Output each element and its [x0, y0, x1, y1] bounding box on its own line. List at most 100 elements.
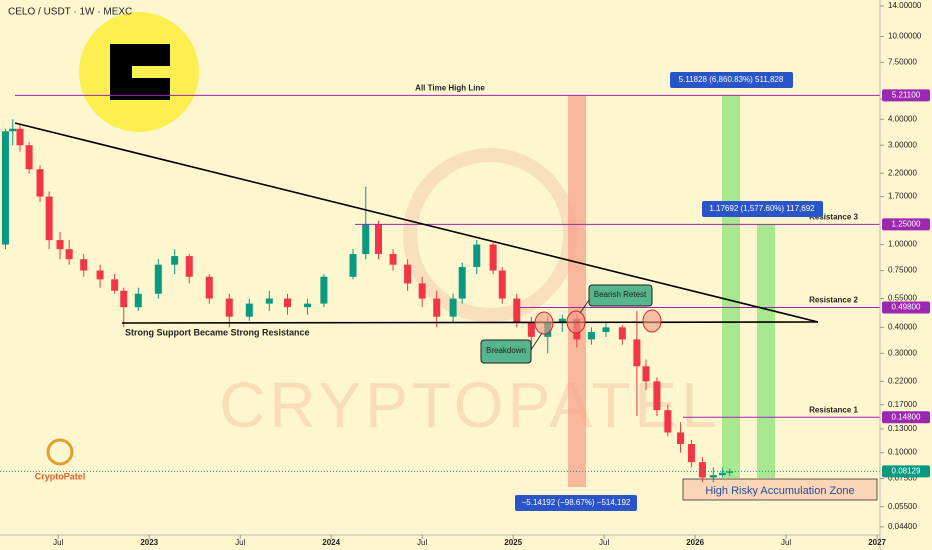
- y-tick-label: 1.70000: [888, 192, 917, 201]
- level-name: Resistance 3: [809, 212, 858, 221]
- support-label: Strong Support Became Strong Resistance: [125, 327, 310, 337]
- logo: [79, 12, 199, 132]
- candle-body: [602, 327, 610, 332]
- level-tag-label: 0.49800: [892, 303, 921, 312]
- y-tick-label: 4.00000: [888, 114, 917, 123]
- candle-body: [225, 298, 233, 317]
- y-tick-label: 0.30000: [888, 348, 917, 357]
- candle-body: [458, 266, 466, 299]
- y-tick-label: 7.50000: [888, 58, 917, 67]
- level-name: Resistance 2: [809, 296, 858, 305]
- trend-line: [14, 122, 819, 323]
- x-tick-label: Jul: [781, 538, 791, 547]
- x-tick-label: 2026: [686, 538, 704, 547]
- x-tick-label: 2027: [868, 538, 886, 547]
- callout-label: Bearish Retest: [594, 290, 647, 299]
- marker: [642, 309, 662, 333]
- candle-body: [65, 249, 73, 260]
- candle-body: [677, 432, 685, 445]
- candle-body: [284, 298, 292, 308]
- watermark: CRYPTOPATEL: [219, 369, 721, 441]
- y-tick-label: 1.00000: [888, 240, 917, 249]
- y-tick-label: 0.04400: [888, 522, 917, 531]
- candle-body: [418, 283, 426, 299]
- candle-body: [154, 264, 162, 294]
- level-tag-label: 0.14800: [892, 412, 921, 421]
- y-tick-label: 0.40000: [888, 322, 917, 331]
- measure-label: 1.17692 (1,577.60%) 117,692: [709, 204, 815, 213]
- measure-box: [670, 72, 793, 88]
- accumulation-zone: [682, 478, 878, 501]
- level-tag-label: 5.21100: [892, 90, 921, 99]
- gain-zone: [757, 224, 775, 478]
- gain-zone: [722, 95, 740, 478]
- candle-body: [642, 366, 650, 382]
- candle-body: [134, 293, 142, 308]
- candle-body: [558, 318, 566, 323]
- x-tick-label: Jul: [417, 538, 427, 547]
- y-tick-label: 3.00000: [888, 140, 917, 149]
- x-tick-label: Jul: [235, 538, 245, 547]
- candle-body: [404, 264, 412, 284]
- y-tick-label: 10.00000: [888, 32, 922, 41]
- level-tag: [882, 89, 930, 102]
- y-tick-label: 0.55000: [888, 294, 917, 303]
- candle-body: [16, 128, 24, 146]
- y-tick-label: 0.13000: [888, 424, 917, 433]
- candle-body: [709, 475, 717, 478]
- last-price-label: 0.08129: [892, 466, 921, 475]
- candle-body: [120, 290, 128, 308]
- support-line: [121, 321, 819, 324]
- candle-body: [489, 244, 497, 271]
- y-tick-label: 0.05500: [888, 502, 917, 511]
- candle-body: [726, 471, 734, 473]
- zone-label: High Risky Accumulation Zone: [705, 485, 854, 497]
- candle-body: [498, 270, 506, 299]
- callout-box: [588, 284, 653, 307]
- level-tag: [882, 411, 930, 424]
- y-tick-label: 0.10000: [888, 448, 917, 457]
- candle-body: [111, 279, 119, 291]
- candle-body: [185, 256, 193, 277]
- candle-body: [653, 381, 661, 411]
- candle-body: [449, 298, 457, 317]
- x-tick-label: 2024: [322, 538, 340, 547]
- candle-body: [374, 224, 382, 255]
- logo-mark: [110, 44, 170, 100]
- candle-body: [304, 303, 312, 308]
- level-tag: [882, 218, 930, 231]
- brand-logo: [46, 438, 74, 466]
- y-tick-label: 14.00000: [888, 1, 922, 10]
- candle-body: [698, 462, 706, 478]
- candle-body: [9, 128, 17, 132]
- y-tick-label: 0.07500: [888, 474, 917, 483]
- measure-box: [515, 495, 637, 511]
- callout-box: [480, 339, 532, 364]
- candle-body: [320, 276, 328, 304]
- brand: CryptoPatel: [35, 471, 86, 481]
- measure-label: 5.11828 (6,860.83%) 511,828: [679, 75, 784, 84]
- candle-body: [633, 339, 641, 367]
- chart-title: CELO / USDT · 1W · MEXC: [8, 7, 132, 18]
- callout: [579, 299, 590, 314]
- drop-zone: [568, 95, 586, 487]
- last-price-tag: [882, 465, 930, 478]
- candle-body: [362, 224, 370, 255]
- candle-body: [618, 327, 626, 340]
- marker: [566, 310, 586, 334]
- measure-box: [702, 201, 823, 217]
- x-tick-label: Jul: [599, 538, 609, 547]
- level-name: Resistance 1: [809, 405, 858, 414]
- callout: [530, 332, 543, 351]
- candle-body: [433, 298, 441, 317]
- measure-label: −5.14192 (−98.67%) −514,192: [522, 498, 631, 507]
- candle-body: [718, 472, 726, 476]
- marker: [534, 311, 554, 335]
- candle-body: [349, 254, 357, 277]
- candle-body: [389, 254, 397, 265]
- candle-body: [245, 303, 253, 317]
- x-tick-label: 2025: [504, 538, 522, 547]
- y-tick-label: 0.75000: [888, 266, 917, 275]
- candle-body: [687, 444, 695, 463]
- candle-body: [36, 169, 44, 197]
